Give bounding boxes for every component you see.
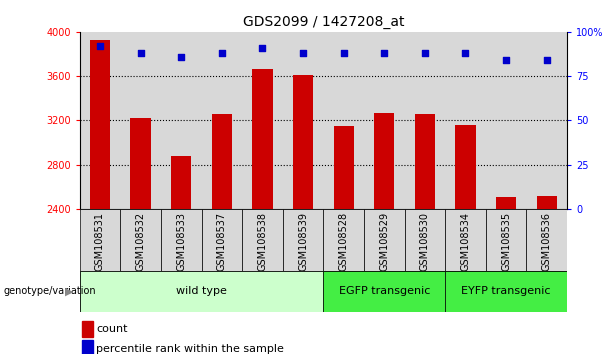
Text: GSM108538: GSM108538 [257, 212, 267, 271]
Bar [374, 113, 394, 209]
Point [95, 43, 105, 49]
Text: GSM108530: GSM108530 [420, 212, 430, 271]
Text: GSM108532: GSM108532 [135, 212, 146, 271]
Bar [171, 156, 191, 209]
Text: GSM108536: GSM108536 [542, 212, 552, 271]
Bar [527, 209, 567, 271]
Point [379, 50, 389, 56]
Bar [496, 197, 516, 209]
Title: GDS2099 / 1427208_at: GDS2099 / 1427208_at [243, 16, 404, 29]
Point [257, 45, 267, 51]
Bar [324, 209, 364, 271]
Bar [253, 69, 273, 209]
Bar [324, 32, 364, 209]
Bar [242, 32, 283, 209]
Bar [333, 126, 354, 209]
Bar [283, 209, 324, 271]
Text: GSM108534: GSM108534 [460, 212, 471, 271]
Bar [527, 32, 567, 209]
Bar [90, 40, 110, 209]
Text: GSM108533: GSM108533 [176, 212, 186, 271]
Bar [486, 209, 527, 271]
Bar [82, 341, 93, 354]
Point [298, 50, 308, 56]
Text: GSM108535: GSM108535 [501, 212, 511, 271]
Bar [202, 209, 242, 271]
Text: GSM108531: GSM108531 [95, 212, 105, 271]
Text: GSM108528: GSM108528 [338, 212, 349, 271]
Bar [445, 209, 485, 271]
Bar [283, 32, 324, 209]
Bar [293, 75, 313, 209]
Text: wild type: wild type [176, 286, 227, 296]
Text: EYFP transgenic: EYFP transgenic [462, 286, 551, 296]
Bar [242, 209, 283, 271]
Bar [120, 32, 161, 209]
Bar [131, 118, 151, 209]
Bar [445, 32, 485, 209]
Bar [415, 114, 435, 209]
Point [501, 57, 511, 63]
Text: GSM108529: GSM108529 [379, 212, 389, 271]
Bar [80, 271, 324, 312]
Bar [161, 32, 202, 209]
Point [217, 50, 227, 56]
Point [542, 57, 552, 63]
Bar [405, 209, 445, 271]
Point [135, 50, 145, 56]
Bar [120, 209, 161, 271]
Bar [324, 271, 445, 312]
Bar [364, 209, 405, 271]
Text: genotype/variation: genotype/variation [3, 286, 96, 296]
Bar [161, 209, 202, 271]
Bar [202, 32, 242, 209]
Text: GSM108539: GSM108539 [298, 212, 308, 271]
Text: percentile rank within the sample: percentile rank within the sample [96, 344, 284, 354]
Text: ▶: ▶ [65, 286, 74, 296]
Point [460, 50, 470, 56]
Bar [405, 32, 445, 209]
Bar [82, 321, 93, 337]
Bar [536, 195, 557, 209]
Bar [80, 32, 120, 209]
Point [177, 54, 186, 59]
Bar [445, 271, 567, 312]
Text: GSM108537: GSM108537 [217, 212, 227, 271]
Bar [455, 125, 476, 209]
Text: EGFP transgenic: EGFP transgenic [338, 286, 430, 296]
Bar [364, 32, 405, 209]
Bar [80, 209, 120, 271]
Text: count: count [96, 324, 128, 334]
Point [339, 50, 349, 56]
Point [420, 50, 430, 56]
Bar [486, 32, 527, 209]
Bar [211, 114, 232, 209]
